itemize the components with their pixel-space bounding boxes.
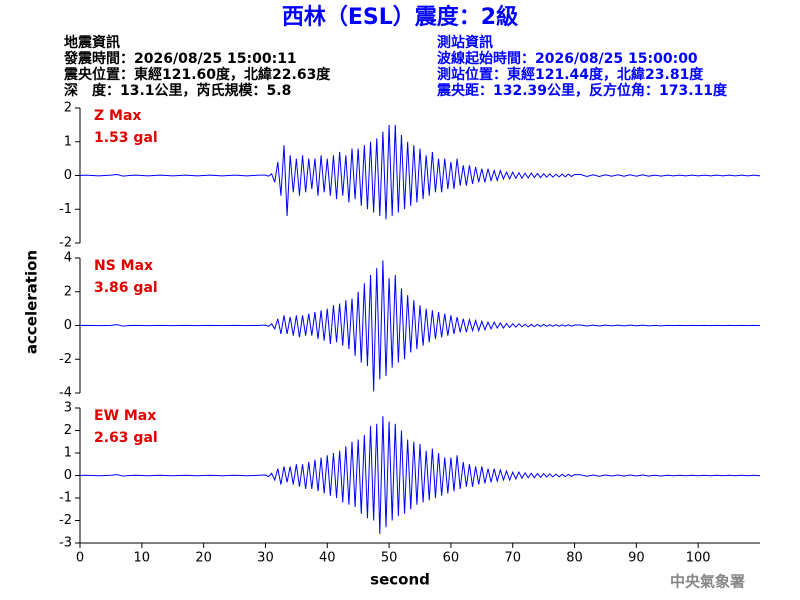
x-tick-label: 80: [566, 551, 583, 566]
event-info: 深 度：13.1公里，芮氏規模：5.8: [64, 82, 291, 99]
y-tick-label: 2: [64, 423, 72, 438]
event-info: 發震時間：2026/08/25 15:00:11: [63, 50, 297, 67]
y-tick-label: 2: [64, 101, 72, 116]
y-tick-label: 1: [64, 446, 72, 461]
y-tick-label: -1: [59, 202, 72, 217]
event-info: 地震資訊: [64, 34, 120, 51]
max-label: 2.63 gal: [94, 430, 158, 446]
x-tick-label: 60: [443, 551, 460, 566]
x-tick-label: 100: [686, 551, 711, 566]
series-name: NS Max: [94, 258, 153, 274]
waveform: [79, 260, 761, 392]
footer: 中央氣象署: [670, 573, 745, 591]
series-name: EW Max: [94, 408, 156, 424]
y-tick-label: 0: [64, 468, 72, 483]
y-tick-label: -2: [59, 513, 72, 528]
x-tick-label: 10: [134, 551, 151, 566]
waveform: [79, 124, 761, 220]
station-info: 測站資訊: [437, 34, 493, 51]
x-tick-label: 50: [381, 551, 398, 566]
y-tick-label: -2: [59, 236, 72, 251]
x-tick-label: 0: [76, 551, 84, 566]
y-tick-label: 0: [64, 168, 72, 183]
station-info: 波線起始時間：2026/08/25 15:00:00: [437, 50, 698, 67]
x-tick-label: 30: [257, 551, 274, 566]
x-tick-label: 20: [195, 551, 212, 566]
y-tick-label: 2: [64, 284, 72, 299]
y-tick-label: -4: [59, 386, 72, 401]
y-tick-label: 1: [64, 134, 72, 149]
x-tick-label: 40: [319, 551, 336, 566]
y-tick-label: 4: [64, 251, 72, 266]
x-tick-label: 90: [628, 551, 645, 566]
y-tick-label: -2: [59, 352, 72, 367]
station-info: 震央距：132.39公里，反方位角：173.11度: [436, 82, 728, 99]
waveform: [79, 416, 761, 535]
max-label: 1.53 gal: [94, 130, 158, 146]
title: 西林（ESL）震度：2級: [282, 4, 518, 30]
x-tick-label: 70: [504, 551, 521, 566]
y-tick-label: -1: [59, 491, 72, 506]
y-axis-label: acceleration: [23, 250, 41, 354]
x-axis-label: second: [370, 571, 430, 589]
station-info: 測站位置：東經121.44度，北緯23.81度: [437, 66, 704, 83]
y-tick-label: 3: [64, 401, 72, 416]
event-info: 震央位置：東經121.60度，北緯22.63度: [63, 66, 331, 83]
y-tick-label: -3: [59, 536, 72, 551]
series-name: Z Max: [94, 108, 141, 124]
y-tick-label: 0: [64, 318, 72, 333]
max-label: 3.86 gal: [94, 280, 158, 296]
